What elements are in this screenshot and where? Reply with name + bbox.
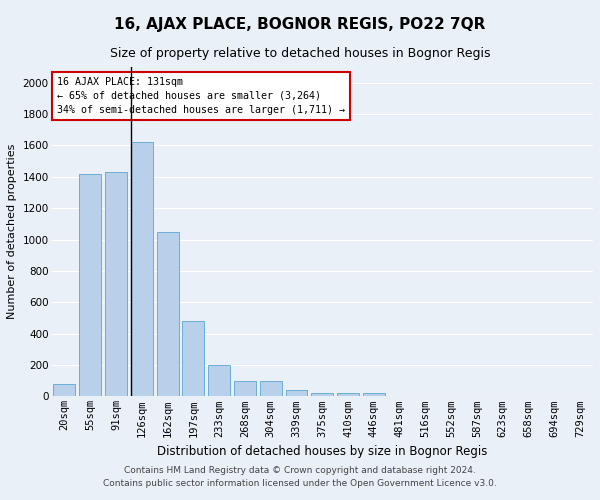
Bar bbox=[182, 321, 205, 396]
Bar bbox=[157, 232, 179, 396]
Y-axis label: Number of detached properties: Number of detached properties bbox=[7, 144, 17, 320]
Bar bbox=[260, 381, 281, 396]
Text: 16 AJAX PLACE: 131sqm
← 65% of detached houses are smaller (3,264)
34% of semi-d: 16 AJAX PLACE: 131sqm ← 65% of detached … bbox=[57, 77, 345, 115]
Bar bbox=[208, 365, 230, 396]
Text: 16, AJAX PLACE, BOGNOR REGIS, PO22 7QR: 16, AJAX PLACE, BOGNOR REGIS, PO22 7QR bbox=[115, 18, 485, 32]
Bar bbox=[234, 381, 256, 396]
X-axis label: Distribution of detached houses by size in Bognor Regis: Distribution of detached houses by size … bbox=[157, 445, 487, 458]
Bar bbox=[53, 384, 76, 396]
Bar bbox=[105, 172, 127, 396]
Bar bbox=[311, 392, 333, 396]
Bar bbox=[79, 174, 101, 396]
Text: Contains HM Land Registry data © Crown copyright and database right 2024.
Contai: Contains HM Land Registry data © Crown c… bbox=[103, 466, 497, 487]
Bar bbox=[363, 394, 385, 396]
Text: Size of property relative to detached houses in Bognor Regis: Size of property relative to detached ho… bbox=[110, 48, 490, 60]
Bar bbox=[131, 142, 153, 396]
Bar bbox=[286, 390, 307, 396]
Bar bbox=[337, 394, 359, 396]
